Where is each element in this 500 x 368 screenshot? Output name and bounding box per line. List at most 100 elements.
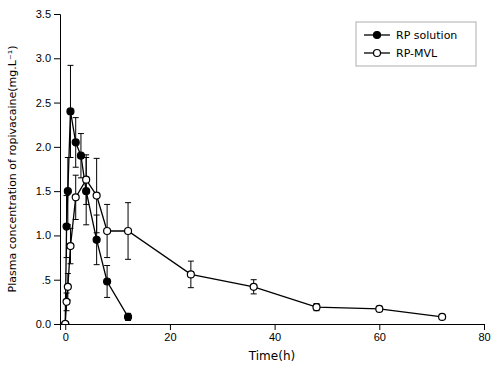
point [439, 313, 446, 320]
x-tick-mark [484, 324, 485, 330]
error-bar [251, 280, 257, 294]
error-bar [313, 304, 319, 311]
y-tick-label: 0.0 [36, 318, 51, 330]
y-tick: 3.5 [36, 8, 60, 20]
error-bar-cap [83, 224, 89, 225]
legend-item: RP-MVL [364, 47, 438, 60]
x-tick: 0 [63, 324, 69, 343]
x-tick-label: 40 [269, 331, 281, 343]
y-tick-label: 2.0 [36, 141, 51, 153]
y-tick: 1.5 [36, 185, 60, 197]
error-bar-cap [83, 204, 89, 205]
error-bar-cap [251, 279, 257, 280]
error-bar-cap [188, 261, 194, 262]
error-bar-cap [83, 154, 89, 155]
point [93, 236, 100, 243]
legend-swatch-marker [374, 50, 381, 57]
error-bar [65, 274, 71, 301]
point [250, 283, 257, 290]
y-tick-mark [54, 324, 60, 325]
y-tick-label: 3.0 [36, 52, 51, 64]
x-tick: 20 [164, 324, 176, 343]
error-bar [376, 306, 382, 311]
point [62, 321, 69, 325]
error-bar-cap [94, 232, 100, 233]
y-tick-mark [54, 280, 60, 281]
point [77, 152, 84, 159]
error-bar [125, 203, 131, 260]
y-tick: 0.0 [36, 318, 60, 330]
point [187, 271, 194, 278]
error-bar-cap [125, 259, 131, 260]
x-tick: 80 [478, 324, 490, 343]
point [83, 176, 90, 183]
y-tick-label: 1.0 [36, 229, 51, 241]
error-bar-cap [73, 117, 79, 118]
point [104, 228, 111, 235]
error-bar-cap [67, 65, 73, 66]
error-bar-cap [65, 273, 71, 274]
error-bar-cap [64, 257, 70, 258]
y-tick-mark [54, 58, 60, 59]
y-axis-line [54, 15, 61, 325]
y-tick-mark [54, 191, 60, 192]
y-tick: 2.5 [36, 97, 60, 109]
y-tick-mark [54, 14, 60, 15]
point [93, 192, 100, 199]
error-bar-cap [188, 287, 194, 288]
x-tick-mark [170, 324, 171, 330]
y-tick-mark [54, 235, 60, 236]
x-tick-label: 20 [164, 331, 176, 343]
point [125, 313, 132, 320]
point [67, 108, 74, 115]
y-tick: .5 [42, 274, 60, 286]
point [63, 223, 70, 230]
error-bar-cap [94, 158, 100, 159]
y-tick: 1.0 [36, 229, 60, 241]
point [64, 283, 71, 290]
error-bar-cap [73, 167, 79, 168]
x-tick-mark [275, 324, 276, 330]
error-bar-cap [104, 257, 110, 258]
y-axis-title: Plasma concentration of ropivacaine(mg.L… [6, 46, 19, 293]
point [62, 321, 69, 325]
error-bar [73, 118, 79, 168]
x-tick-mark [379, 324, 380, 330]
y-tick-label: 2.5 [36, 97, 51, 109]
point [63, 298, 70, 305]
error-bar-cap [104, 204, 110, 205]
y-tick-label: .5 [42, 274, 51, 286]
point [72, 139, 79, 146]
error-bar [83, 155, 89, 205]
error-bar-cap [67, 263, 73, 264]
point [125, 228, 132, 235]
error-bar [125, 313, 131, 320]
error-bar [67, 228, 73, 263]
error-bar-cap [94, 264, 100, 265]
error-bar-cap [251, 293, 257, 294]
series-line [65, 111, 128, 324]
error-bar [188, 261, 194, 288]
error-bar-cap [67, 157, 73, 158]
error-bar-cap [104, 297, 110, 298]
series-line [65, 180, 442, 324]
error-bar-cap [104, 265, 110, 266]
marks [62, 65, 446, 324]
x-tick: 60 [374, 324, 386, 343]
error-bar-cap [64, 195, 70, 196]
y-tick-label: 1.5 [36, 185, 51, 197]
error-bar-cap [73, 175, 79, 176]
error-bar [73, 175, 79, 219]
x-tick: 40 [269, 324, 281, 343]
x-tick-mark [65, 324, 66, 330]
legend-label: RP solution [396, 29, 457, 42]
plot-area: 0 20 40 60 80 0.0 .5 1.0 1.5 2.0 2.5 3.0 3.5 RP solut… [36, 8, 491, 343]
y-tick: 3.0 [36, 52, 60, 64]
legend-swatch-marker [374, 32, 381, 39]
y-tick-label: 3.5 [36, 8, 51, 20]
point [67, 243, 74, 250]
point [72, 194, 79, 201]
y-tick: 2.0 [36, 141, 60, 153]
point [376, 305, 383, 312]
legend-label: RP-MVL [396, 47, 438, 60]
